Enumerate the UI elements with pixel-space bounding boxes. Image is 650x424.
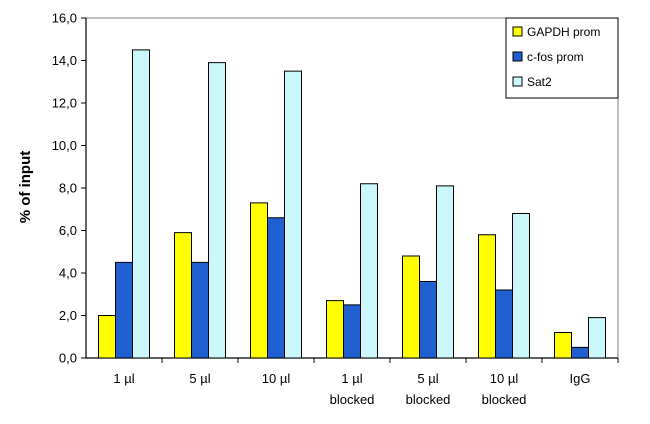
x-tick-label: 1 µl: [113, 371, 134, 386]
bar-gapdh-prom-4: [326, 300, 344, 359]
x-tick-label: blocked: [482, 392, 527, 407]
y-axis-title: % of input: [17, 151, 34, 223]
x-tick-label: 10 µl: [262, 371, 291, 386]
x-tick-label: 1 µl: [341, 371, 362, 386]
bars: [98, 49, 606, 359]
x-tick-label: 5 µl: [189, 371, 210, 386]
x-tick-label: blocked: [330, 392, 375, 407]
legend-swatch: [512, 51, 523, 62]
legend-label: Sat2: [527, 75, 552, 89]
bar-gapdh-prom-3: [250, 202, 268, 359]
bar-gapdh-prom-5: [402, 255, 420, 359]
bar-sat2-7: [588, 317, 606, 359]
x-axis: 1 µl 5 µl 10 µl 1 µl blocked 5 µl blocked 10 µl…: [86, 357, 619, 407]
bar-gapdh-prom-6: [478, 234, 496, 359]
bar-sat2-4: [360, 183, 378, 359]
y-tick-label: 6,0: [59, 223, 77, 238]
bar-c-fos-prom-7: [571, 346, 589, 359]
legend-box: [505, 17, 619, 99]
y-tick-label: 0,0: [59, 351, 77, 366]
x-tick-label: blocked: [406, 392, 451, 407]
x-tick-label: IgG: [570, 371, 591, 386]
bar-c-fos-prom-4: [343, 304, 361, 359]
y-tick-label: 4,0: [59, 266, 77, 281]
bar-c-fos-prom-3: [267, 217, 285, 359]
y-tick-label: 2,0: [59, 308, 77, 323]
legend-swatch: [512, 76, 523, 87]
y-tick-label: 12,0: [52, 96, 77, 111]
y-axis: 0,0 2,0 4,0 6,0 8,0 10,0 12,0 14,0 16,0: [52, 11, 87, 366]
legend: GAPDH prom c-fos prom Sat2: [505, 17, 619, 99]
bar-c-fos-prom-1: [115, 261, 133, 359]
bar-c-fos-prom-5: [419, 281, 437, 359]
legend-label: GAPDH prom: [527, 25, 600, 39]
bar-sat2-5: [436, 185, 454, 359]
bar-c-fos-prom-2: [191, 261, 209, 359]
x-tick-label: 5 µl: [417, 371, 438, 386]
bar-sat2-3: [284, 70, 302, 359]
bar-sat2-6: [512, 213, 530, 359]
bar-gapdh-prom-2: [174, 232, 192, 359]
bar-sat2-2: [208, 62, 226, 359]
legend-swatch: [512, 26, 523, 37]
y-tick-label: 14,0: [52, 53, 77, 68]
y-tick-label: 8,0: [59, 181, 77, 196]
x-tick-label: 10 µl: [490, 371, 519, 386]
legend-label: c-fos prom: [527, 50, 584, 64]
y-tick-label: 16,0: [52, 11, 77, 26]
bar-gapdh-prom-7: [554, 332, 572, 359]
bar-sat2-1: [132, 49, 150, 359]
bar-gapdh-prom-1: [98, 315, 116, 359]
y-tick-label: 10,0: [52, 138, 77, 153]
bar-c-fos-prom-6: [495, 289, 513, 359]
